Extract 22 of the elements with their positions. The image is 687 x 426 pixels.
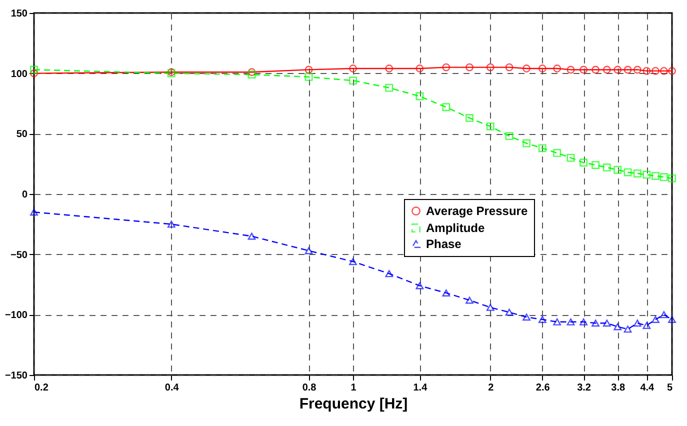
- x-tick-label: 4.4: [640, 382, 655, 394]
- x-tick-label: 2.6: [536, 382, 550, 394]
- legend-label: Average Pressure: [426, 204, 528, 218]
- x-tick-label: 0.8: [302, 382, 317, 394]
- x-tick-label: 2: [488, 382, 494, 394]
- y-tick-label: −150: [4, 370, 28, 382]
- legend-label: Phase: [426, 237, 462, 251]
- x-tick-label: 1: [350, 382, 357, 394]
- y-tick-label: 150: [10, 8, 28, 20]
- x-tick-label: 0.4: [164, 382, 180, 394]
- x-tick-label: 5: [666, 382, 673, 394]
- x-tick-label: 0.2: [34, 382, 49, 394]
- y-tick-label: 0: [22, 190, 28, 200]
- x-tick-label: 1.4: [413, 382, 428, 394]
- y-tick-label: 100: [10, 68, 28, 80]
- x-axis-title: Frequency [Hz]: [299, 396, 408, 412]
- y-tick-label: −50: [10, 250, 28, 261]
- y-tick-label: −100: [4, 310, 28, 322]
- x-tick-label: 3.2: [577, 382, 592, 394]
- x-tick-label: 3.8: [611, 382, 626, 394]
- y-tick-label: 50: [16, 129, 28, 140]
- legend-label: Amplitude: [426, 221, 485, 235]
